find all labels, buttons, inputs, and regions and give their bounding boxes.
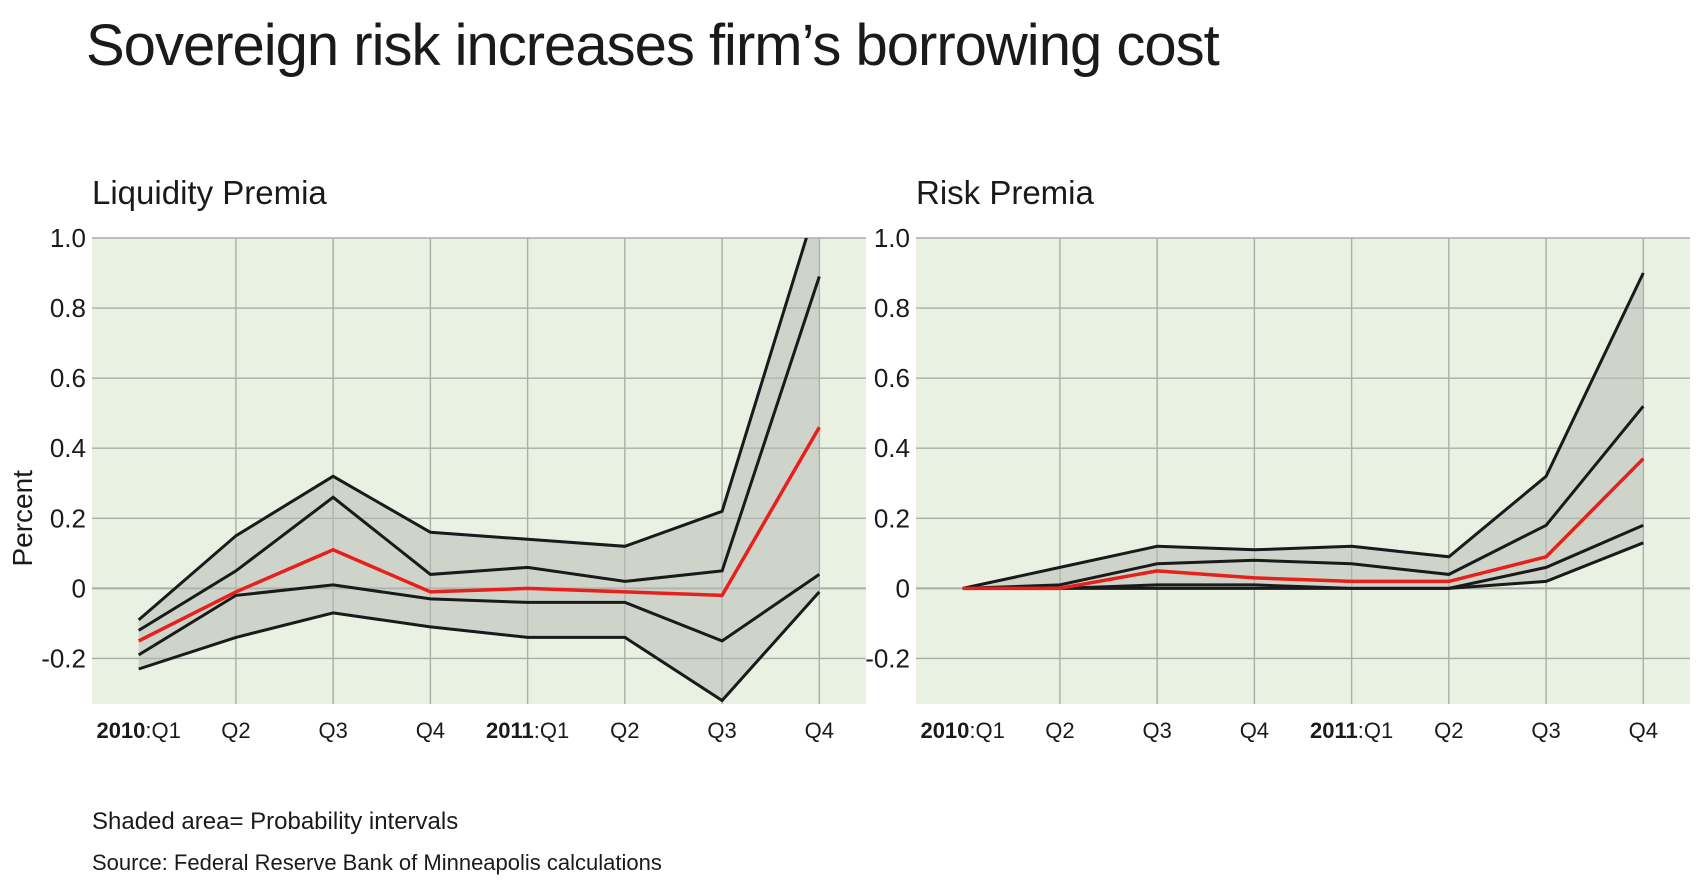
liquidity-xtick-quarter: Q2: [221, 718, 250, 743]
shaded-area-note: Shaded area= Probability intervals: [92, 808, 459, 835]
liquidity-ylabel: Percent: [7, 470, 38, 567]
risk-ytick-label: -0.2: [865, 643, 910, 673]
liquidity-xtick-label: Q3: [707, 718, 736, 743]
risk-xtick-quarter: :Q1: [969, 718, 1004, 743]
risk-ytick-label: 0.2: [874, 503, 910, 533]
risk-xtick-label: Q3: [1142, 718, 1171, 743]
liquidity-xtick-quarter: :Q1: [534, 718, 569, 743]
liquidity-panel-title: Liquidity Premia: [92, 174, 327, 211]
liquidity-ytick-label: 0.2: [50, 503, 86, 533]
liquidity-median-line: [137, 426, 821, 643]
liquidity-inner-upper-line: [137, 276, 821, 632]
risk-ytick-label: 0: [896, 573, 910, 603]
risk-xtick-quarter: Q3: [1142, 718, 1171, 743]
risk-outer-upper-line: [962, 272, 1645, 590]
risk-xtick-quarter: Q2: [1434, 718, 1463, 743]
liquidity-outer-lower-line: [138, 590, 821, 703]
liquidity-xtick-quarter: :Q1: [145, 718, 180, 743]
liquidity-ytick-label: 0.8: [50, 293, 86, 323]
risk-ytick-label: 0.6: [874, 363, 910, 393]
risk-inner-upper-line: [962, 405, 1645, 590]
liquidity-xtick-label: Q3: [318, 718, 347, 743]
risk-xtick-quarter: Q4: [1240, 718, 1269, 743]
risk-xtick-label: Q4: [1629, 718, 1658, 743]
risk-median-line: [962, 457, 1645, 591]
risk-ytick-label: 0.4: [874, 433, 910, 463]
risk-outer-lower-line: [962, 541, 1644, 590]
liquidity-xtick-quarter: Q3: [707, 718, 736, 743]
liquidity-xtick-quarter: Q3: [318, 718, 347, 743]
risk-xtick-year: 2010: [920, 718, 969, 743]
liquidity-ytick-label: 0: [72, 573, 86, 603]
liquidity-ytick-label: 1.0: [50, 223, 86, 253]
risk-series-group: [962, 272, 1645, 591]
risk-xtick-label: 2010:Q1: [920, 718, 1004, 743]
liquidity-outer-upper-line: [137, 238, 808, 622]
liquidity-inner-lower-line: [137, 573, 821, 657]
page-title: Sovereign risk increases firm’s borrowin…: [86, 13, 1220, 78]
liquidity-ytick-label: 0.4: [50, 433, 86, 463]
risk-xtick-label: 2011:Q1: [1310, 718, 1393, 743]
risk-xtick-quarter: Q3: [1531, 718, 1560, 743]
risk-xtick-label: Q2: [1045, 718, 1074, 743]
liquidity-xtick-year: 2011: [486, 718, 534, 743]
liquidity-xtick-label: Q4: [805, 718, 834, 743]
liquidity-xtick-label: 2010:Q1: [96, 718, 180, 743]
risk-xtick-label: Q3: [1531, 718, 1560, 743]
liquidity-ytick-label: 0.6: [50, 363, 86, 393]
risk-ytick-label: 0.8: [874, 293, 910, 323]
liquidity-xtick-quarter: Q4: [805, 718, 834, 743]
risk-xtick-label: Q2: [1434, 718, 1463, 743]
liquidity-xtick-year: 2010: [96, 718, 145, 743]
source-note: Source: Federal Reserve Bank of Minneapo…: [92, 850, 662, 875]
liquidity-xtick-label: Q4: [416, 718, 445, 743]
liquidity-xtick-label: Q2: [221, 718, 250, 743]
risk-xtick-label: Q4: [1240, 718, 1269, 743]
risk-xtick-year: 2011: [1310, 718, 1358, 743]
risk-ytick-label: 1.0: [874, 223, 910, 253]
liquidity-probability-band: [138, 238, 820, 701]
risk-panel-title: Risk Premia: [916, 174, 1095, 211]
liquidity-ytick-label: -0.2: [41, 643, 86, 673]
risk-xtick-quarter: Q4: [1629, 718, 1658, 743]
risk-probability-band: [962, 273, 1644, 589]
liquidity-xtick-label: 2011:Q1: [486, 718, 569, 743]
risk-xtick-quarter: :Q1: [1358, 718, 1393, 743]
liquidity-xtick-label: Q2: [610, 718, 639, 743]
liquidity-xtick-quarter: Q4: [416, 718, 445, 743]
liquidity-series-group: [137, 238, 821, 703]
liquidity-xtick-quarter: Q2: [610, 718, 639, 743]
risk-xtick-quarter: Q2: [1045, 718, 1074, 743]
